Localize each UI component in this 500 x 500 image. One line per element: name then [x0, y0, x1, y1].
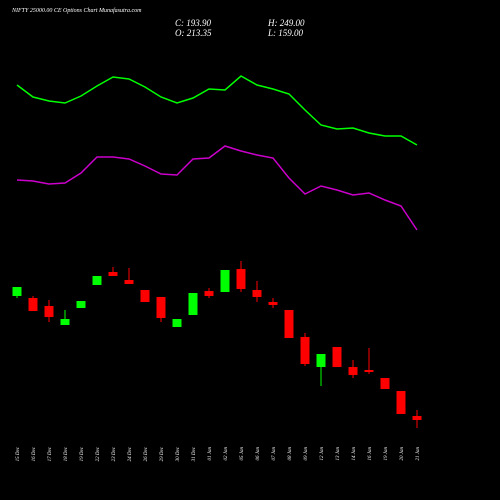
x-tick-label: 01 Jan — [208, 447, 213, 461]
stat-high: H: 249.00 — [267, 18, 305, 28]
candle-body — [12, 287, 22, 296]
candle-body — [76, 301, 86, 308]
candle-body — [380, 378, 390, 389]
x-tick-label: 18 Dec — [64, 446, 69, 461]
candle-body — [140, 290, 150, 302]
candle-body — [252, 290, 262, 297]
indicator-line — [16, 75, 418, 146]
candle-body — [396, 391, 406, 414]
candle-body — [220, 270, 230, 292]
candle-body — [300, 337, 310, 364]
x-tick-label: 17 Dec — [48, 446, 53, 461]
candle-body — [284, 310, 294, 338]
x-tick-label: 05 Jan — [240, 447, 245, 461]
x-tick-label: 08 Jan — [288, 447, 293, 461]
x-tick-label: 26 Dec — [144, 446, 149, 461]
candle-body — [60, 319, 70, 325]
stat-low: L: 159.00 — [267, 28, 304, 38]
x-tick-label: 16 Jan — [368, 447, 373, 461]
candle-body — [204, 291, 214, 296]
candle-body — [44, 306, 54, 317]
candle-body — [188, 293, 198, 315]
candle-body — [156, 297, 166, 318]
candle-body — [124, 280, 134, 284]
candle-body — [92, 276, 102, 285]
x-tick-label: 16 Dec — [32, 446, 37, 461]
x-tick-label: 12 Jan — [320, 447, 325, 461]
candle-body — [268, 302, 278, 305]
candle-body — [364, 370, 374, 372]
stat-open: O: 213.35 — [175, 28, 212, 38]
x-tick-label: 09 Jan — [304, 447, 309, 461]
candle-body — [108, 272, 118, 276]
x-tick-label: 06 Jan — [256, 447, 261, 461]
stat-close: C: 193.90 — [175, 18, 212, 28]
candle-body — [348, 367, 358, 375]
x-tick-label: 21 Jan — [416, 447, 421, 461]
indicator-line — [16, 145, 418, 231]
x-tick-label: 20 Jan — [400, 447, 405, 461]
candle-body — [412, 416, 422, 420]
x-tick-label: 22 Dec — [96, 446, 101, 461]
x-tick-label: 14 Jan — [352, 447, 357, 461]
x-tick-label: 13 Jan — [336, 447, 341, 461]
x-tick-label: 23 Dec — [112, 446, 117, 461]
x-tick-label: 24 Dec — [128, 446, 133, 461]
candle-body — [332, 347, 342, 367]
x-tick-label: 29 Dec — [160, 446, 165, 461]
x-tick-label: 30 Dec — [176, 446, 181, 461]
x-tick-label: 02 Jan — [224, 447, 229, 461]
candle-body — [236, 269, 246, 289]
x-tick-label: 15 Dec — [16, 446, 21, 461]
x-tick-label: 07 Jan — [272, 447, 277, 461]
candle-body — [172, 319, 182, 327]
candle-body — [316, 354, 326, 367]
x-tick-label: 19 Dec — [80, 446, 85, 461]
chart-title: NIFTY 25000.00 CE Options Chart Munafasu… — [11, 7, 142, 14]
x-tick-label: 19 Jan — [384, 447, 389, 461]
x-tick-label: 31 Dec — [192, 446, 197, 461]
candle-body — [28, 298, 38, 311]
